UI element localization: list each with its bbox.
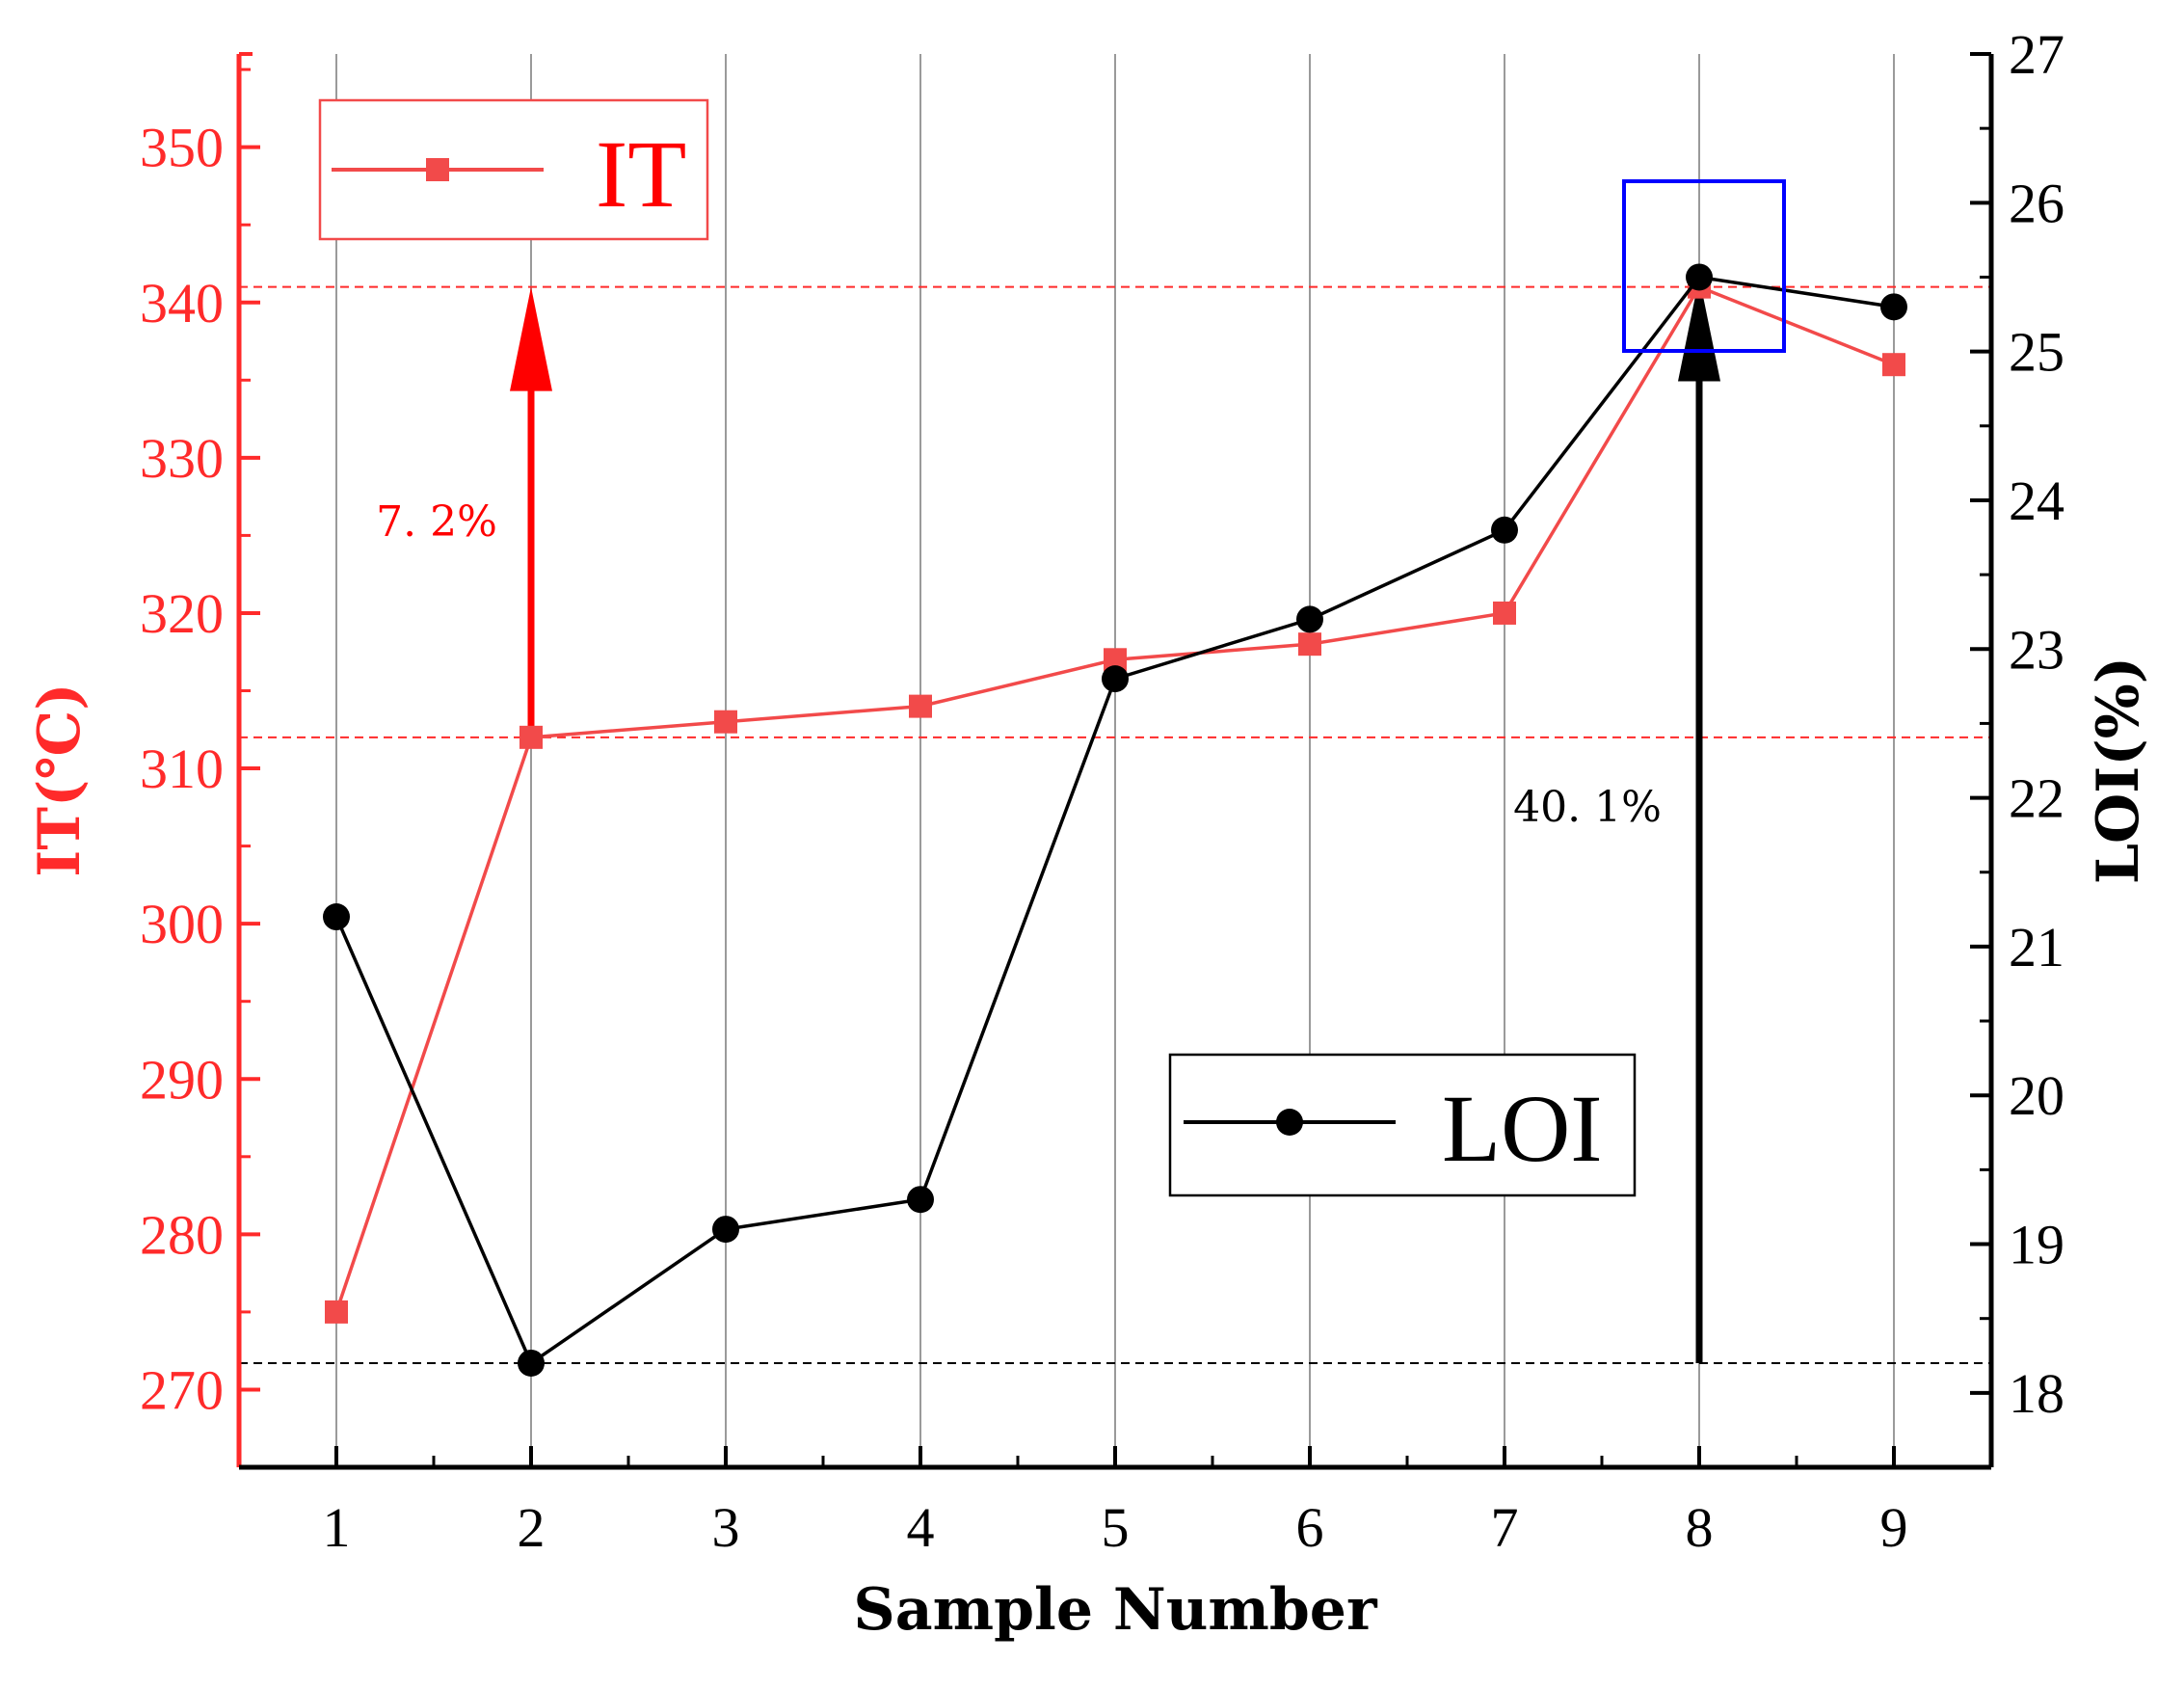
left-tick-label-280: 280 (140, 1203, 224, 1266)
right-tick-label-27: 27 (2009, 23, 2064, 86)
right-tick-label-19: 19 (2009, 1214, 2064, 1276)
right-tick-label-24: 24 (2009, 469, 2064, 532)
legend-it-label: IT (596, 121, 686, 228)
left-tick-label-320: 320 (140, 582, 224, 645)
it-point-3 (714, 710, 737, 734)
loi-point-3 (712, 1216, 739, 1244)
annotation-arrow-head-1 (1678, 277, 1720, 382)
left-tick-label-270: 270 (140, 1358, 224, 1421)
left-tick-label-350: 350 (140, 117, 224, 179)
loi-point-1 (323, 903, 350, 931)
x-tick-label-7: 7 (1491, 1496, 1519, 1559)
legend-loi: LOI (1168, 1053, 1637, 1197)
left-y-axis-title: IT(℃) (26, 683, 93, 876)
loi-point-5 (1102, 665, 1129, 693)
right-tick-label-26: 26 (2009, 172, 2064, 234)
legend-loi-box (1168, 1053, 1637, 1197)
x-tick-label-3: 3 (712, 1496, 740, 1559)
left-tick-label-310: 310 (140, 737, 224, 800)
x-tick-label-5: 5 (1102, 1496, 1130, 1559)
legend-it: IT (318, 98, 709, 241)
loi-point-2 (518, 1349, 545, 1377)
x-axis-title: Sample Number (853, 1576, 1378, 1644)
left-tick-label-340: 340 (140, 272, 224, 335)
it-point-7 (1493, 601, 1516, 625)
legend-it-marker (426, 158, 449, 181)
it-point-9 (1882, 353, 1905, 377)
legend-loi-label: LOI (1442, 1075, 1603, 1182)
right-tick-label-25: 25 (2009, 321, 2064, 384)
right-tick-label-21: 21 (2009, 916, 2064, 979)
axes: 2702802903003103203303403501819202122232… (140, 23, 2064, 1559)
x-tick-label-1: 1 (323, 1496, 351, 1559)
x-tick-label-2: 2 (518, 1496, 546, 1559)
right-tick-label-22: 22 (2009, 767, 2064, 830)
annotation-it-increase: 7. 2% (376, 497, 497, 547)
vertical-gridlines (335, 54, 1895, 1467)
right-y-axis-title: LOI(%) (2085, 657, 2152, 884)
it-point-4 (909, 694, 932, 718)
peak-highlight-box (1622, 179, 1786, 353)
x-tick-label-8: 8 (1686, 1496, 1714, 1559)
left-tick-label-330: 330 (140, 427, 224, 490)
loi-point-9 (1880, 293, 1907, 321)
it-point-6 (1298, 632, 1321, 657)
loi-point-6 (1296, 605, 1323, 633)
left-tick-label-300: 300 (140, 893, 224, 955)
annotation-arrow-head-0 (510, 286, 552, 391)
loi-point-7 (1491, 516, 1518, 544)
loi-point-4 (907, 1186, 934, 1214)
right-tick-label-23: 23 (2009, 618, 2064, 681)
legend-loi-marker (1276, 1109, 1303, 1136)
series (323, 179, 1907, 1377)
x-tick-label-6: 6 (1296, 1496, 1324, 1559)
loi-point-8 (1686, 263, 1713, 291)
annotations (510, 277, 1720, 1363)
x-tick-label-9: 9 (1880, 1496, 1908, 1559)
annotation-loi-increase: 40. 1% (1513, 783, 1662, 832)
left-tick-label-290: 290 (140, 1048, 224, 1111)
right-tick-label-18: 18 (2009, 1362, 2064, 1425)
x-tick-label-4: 4 (907, 1496, 935, 1559)
right-tick-label-20: 20 (2009, 1064, 2064, 1127)
it-point-1 (325, 1300, 348, 1324)
it-point-2 (519, 725, 543, 749)
